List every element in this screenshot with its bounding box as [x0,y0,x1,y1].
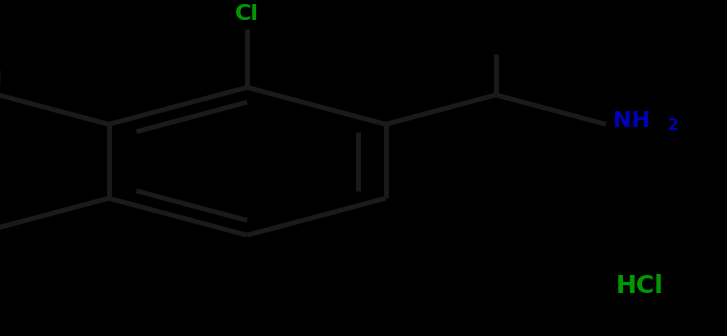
Text: Cl: Cl [0,70,3,90]
Text: 2: 2 [668,119,678,133]
Text: NH: NH [614,111,651,131]
Text: Cl: Cl [235,3,260,24]
Text: HCl: HCl [616,274,664,298]
